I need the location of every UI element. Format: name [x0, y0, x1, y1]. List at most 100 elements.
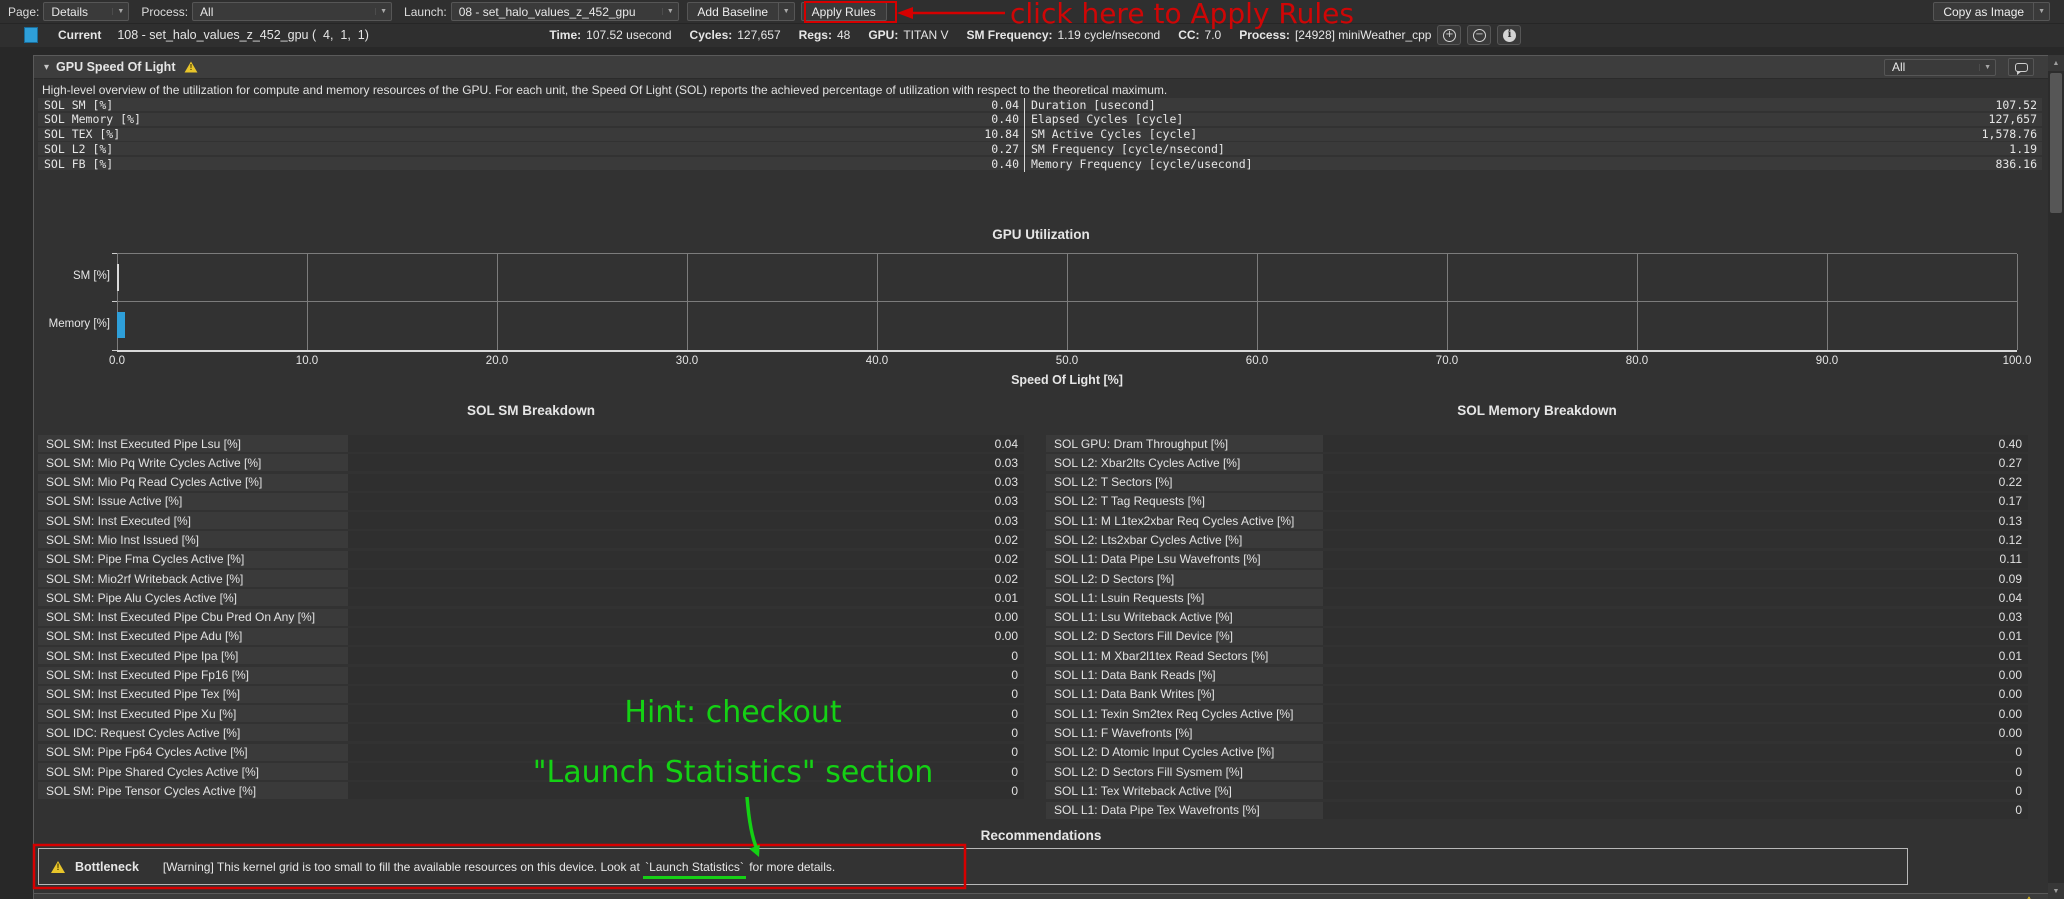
metric-value: 127,657: [1988, 112, 2037, 127]
metric-label: SOL L2: Lts2xbar Cycles Active [%]: [1046, 531, 1323, 549]
table-row: SOL L1: F Wavefronts [%] 0.00: [1046, 724, 2028, 742]
vertical-scrollbar[interactable]: ▲ ▼: [2048, 55, 2064, 899]
summary-row: SOL FB [%] 0.40: [38, 156, 1024, 171]
metric-value: 0.03: [348, 454, 1024, 472]
page-dropdown-value: Details: [51, 4, 89, 19]
chevron-down-icon: ▼: [1979, 63, 1991, 71]
gridline: [117, 254, 118, 350]
chart-bar-sm: [117, 264, 119, 291]
gridline: [1637, 254, 1638, 350]
x-tick-label: 70.0: [1435, 355, 1459, 367]
scrollbar-thumb[interactable]: [2050, 73, 2062, 213]
table-row: SOL L2: T Sectors [%] 0.22: [1046, 473, 2028, 491]
page-dropdown[interactable]: Details ▼: [43, 2, 130, 21]
zoom-in-button[interactable]: +: [1437, 25, 1462, 45]
metric-value: 0.17: [1323, 492, 2028, 510]
y-axis-label-memory: Memory [%]: [48, 318, 110, 330]
metric-value: 0.00: [1323, 705, 2028, 723]
x-axis-label: Speed Of Light [%]: [1011, 373, 1123, 387]
stat-value: 107.52 usecond: [586, 28, 672, 42]
metric-value: 0: [348, 763, 1024, 781]
bottleneck-label: Bottleneck: [75, 859, 139, 874]
add-baseline-dropdown[interactable]: ▼: [778, 2, 795, 21]
comment-button[interactable]: [2008, 58, 2034, 76]
copy-as-image-dropdown[interactable]: ▼: [2034, 2, 2050, 21]
add-baseline-button[interactable]: Add Baseline: [686, 2, 779, 21]
metric-value: 0.40: [1323, 435, 2028, 452]
y-tick: [112, 253, 117, 254]
metric-label: SOL SM: Mio Pq Read Cycles Active [%]: [38, 473, 348, 491]
metric-value: 0.02: [348, 531, 1024, 549]
zoom-out-button[interactable]: −: [1467, 25, 1492, 45]
metric-label: SOL L2: D Sectors Fill Sysmem [%]: [1046, 763, 1323, 781]
metric-label: SOL L1: M L1tex2xbar Req Cycles Active […: [1046, 512, 1323, 530]
table-row: SOL SM: Mio2rf Writeback Active [%] 0.02: [38, 570, 1024, 588]
metric-value: 0.27: [991, 141, 1019, 156]
warning-icon: [185, 61, 198, 73]
kernel-stat: SM Frequency: 1.19 cycle/nsecond: [966, 28, 1160, 42]
sol-summary-right: Duration [usecond] 107.52 Elapsed Cycles […: [1024, 98, 2042, 172]
table-row: SOL L1: Data Bank Writes [%] 0.00: [1046, 685, 2028, 703]
metric-value: 0: [1323, 801, 2028, 819]
x-tick-label: 0.0: [109, 355, 125, 367]
process-label: Process:: [141, 4, 189, 19]
scroll-up-button[interactable]: ▲: [2048, 55, 2064, 71]
metric-value: 0.12: [1323, 531, 2028, 549]
collapse-triangle-icon[interactable]: ▾: [44, 61, 50, 73]
launch-dropdown[interactable]: 08 - set_halo_values_z_452_gpu ▼: [450, 2, 679, 21]
memory-breakdown-table: SOL GPU: Dram Throughput [%] 0.40 SOL L2: …: [1046, 435, 2028, 821]
gridline: [307, 254, 308, 350]
table-row: SOL GPU: Dram Throughput [%] 0.40: [1046, 435, 2028, 452]
table-row: SOL L2: D Sectors [%] 0.09: [1046, 570, 2028, 588]
metric-value: 0: [348, 743, 1024, 761]
next-section-partial: [34, 893, 2048, 899]
metric-label: SOL SM: Mio Pq Write Cycles Active [%]: [38, 454, 348, 472]
x-tick-label: 100.0: [2002, 355, 2032, 367]
summary-row: SOL L2 [%] 0.27: [38, 141, 1024, 156]
section-filter-dropdown[interactable]: All ▼: [1884, 58, 1996, 76]
table-row: SOL L1: M Xbar2l1tex Read Sectors [%] 0.0…: [1046, 647, 2028, 665]
process-dropdown[interactable]: All ▼: [192, 2, 393, 21]
scroll-down-button[interactable]: ▼: [2048, 883, 2064, 899]
section-header[interactable]: ▾ GPU Speed Of Light All ▼: [34, 56, 2048, 79]
metric-label: SOL SM: Inst Executed [%]: [38, 512, 348, 530]
metric-value: 0.03: [348, 492, 1024, 510]
kernel-stat: Regs: 48: [799, 28, 851, 42]
apply-rules-button[interactable]: Apply Rules: [800, 2, 887, 21]
metric-value: 0.40: [991, 156, 1019, 171]
metric-value: 0: [1323, 763, 2028, 781]
bottleneck-recommendation: Bottleneck [Warning] This kernel grid is…: [38, 848, 1908, 885]
stat-value: 1.19 cycle/nsecond: [1057, 28, 1161, 42]
table-row: SOL L1: Data Pipe Tex Wavefronts [%] 0: [1046, 801, 2028, 819]
x-tick-label: 30.0: [675, 355, 699, 367]
table-row: SOL SM: Inst Executed Pipe Xu [%] 0: [38, 705, 1024, 723]
metric-value: 1.19: [2009, 141, 2037, 156]
table-row: SOL SM: Pipe Alu Cycles Active [%] 0.01: [38, 589, 1024, 607]
metric-label: SOL L2: D Atomic Input Cycles Active [%]: [1046, 743, 1323, 761]
metric-value: 0: [348, 782, 1024, 800]
table-row: SOL SM: Pipe Fma Cycles Active [%] 0.02: [38, 550, 1024, 568]
metric-value: 1,578.76: [1981, 127, 2037, 142]
kernel-stat: Process: [24928] miniWeather_cpp: [1239, 28, 1431, 42]
stat-value: 127,657: [737, 28, 781, 42]
copy-as-image-button[interactable]: Copy as Image: [1933, 2, 2035, 21]
metric-value: 0.13: [1323, 512, 2028, 530]
metric-value: 0.01: [1323, 647, 2028, 665]
gridline: [1067, 254, 1068, 350]
stat-label: Process:: [1239, 28, 1290, 42]
current-color-swatch: [24, 27, 38, 43]
metric-label: SOL L2: Xbar2lts Cycles Active [%]: [1046, 454, 1323, 472]
metric-value: 107.52: [1995, 97, 2037, 112]
table-row: SOL SM: Pipe Fp64 Cycles Active [%] 0: [38, 743, 1024, 761]
comment-icon: [2014, 62, 2028, 75]
metric-label: SOL SM: Pipe Shared Cycles Active [%]: [38, 763, 348, 781]
metric-value: 0: [348, 647, 1024, 665]
metric-value: 0.09: [1323, 570, 2028, 588]
metric-value: 0.00: [1323, 724, 2028, 742]
chevron-down-icon: ▼: [375, 8, 387, 15]
metric-label: SOL SM [%]: [44, 97, 114, 112]
table-row: SOL SM: Mio Inst Issued [%] 0.02: [38, 531, 1024, 549]
info-button[interactable]: i: [1497, 25, 1522, 45]
metric-value: 0.00: [348, 627, 1024, 645]
summary-row: Elapsed Cycles [cycle] 127,657: [1025, 112, 2042, 127]
